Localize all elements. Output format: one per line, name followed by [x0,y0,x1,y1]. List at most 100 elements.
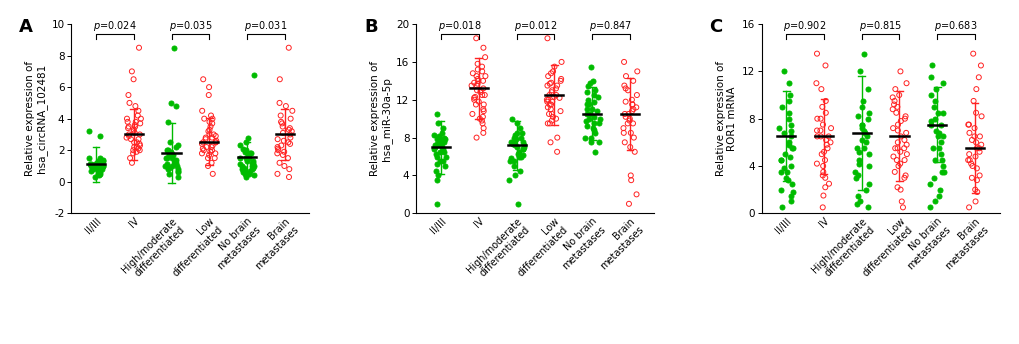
Point [231,143,248,148]
Point [553,59,570,65]
Point [622,130,638,136]
Point [543,111,559,117]
Point [271,100,287,106]
Point [959,122,975,127]
Point [89,160,105,165]
Point [474,114,490,120]
Point [475,108,491,114]
Point [781,98,797,104]
Point [274,121,290,126]
Point [501,159,518,164]
Point [246,72,262,77]
Point [542,80,558,85]
Point [539,105,555,110]
Point [963,137,979,143]
Point [126,122,143,128]
Point [160,166,176,172]
Point [428,141,444,147]
Point [850,114,866,119]
Point [428,201,444,206]
Point [430,173,446,178]
Point [163,100,179,106]
Point [970,149,986,154]
Point [771,187,788,192]
Point [887,86,903,92]
Point [860,110,876,116]
Point [280,127,297,132]
Point [471,116,487,121]
Point [130,146,147,151]
Point [195,146,211,151]
Point [898,80,914,86]
Point [435,125,451,131]
Point [972,63,988,68]
Point [582,140,598,145]
Point [434,146,450,152]
Point [779,178,795,183]
Point [129,113,146,118]
Point [586,114,602,120]
Point [782,199,798,204]
Point [429,111,445,117]
Point [542,107,558,112]
Point [960,151,976,157]
Point [93,133,109,139]
Point [584,107,600,112]
Point [923,63,940,68]
Point [208,133,224,139]
Point [84,163,100,169]
Point [169,174,185,180]
Point [814,205,830,210]
Point [783,134,799,139]
Point [514,130,530,136]
Point [282,135,299,140]
Point [578,118,594,123]
Point [925,104,942,110]
Point [552,78,569,84]
Point [473,118,489,123]
Point [892,187,908,192]
Point [234,170,251,175]
Point [120,132,137,137]
Point [808,128,824,133]
Point [578,123,594,129]
Point [586,92,602,98]
Point [132,116,149,121]
Point [812,134,828,139]
Point [127,103,144,109]
Point [851,199,867,204]
Text: C: C [708,18,721,36]
Point [477,54,493,60]
Point [896,157,912,163]
Point [781,142,797,148]
Point [507,121,524,126]
Point [121,100,138,106]
Point [816,184,833,190]
Point [281,166,298,172]
Point [435,159,451,164]
Point [130,108,147,114]
Point [130,45,147,51]
Point [896,175,912,181]
Text: $\it{p}$=0.031: $\it{p}$=0.031 [244,19,287,33]
Point [965,98,981,104]
Point [850,161,866,166]
Point [816,63,833,68]
Point [889,140,905,145]
Point [122,137,139,142]
Point [808,116,824,121]
Text: $\it{p}$=0.035: $\it{p}$=0.035 [168,19,212,33]
Point [161,171,177,176]
Point [427,142,443,148]
Point [624,102,640,107]
Point [818,146,835,151]
Point [961,157,977,163]
Point [90,171,106,176]
Point [621,118,637,123]
Point [470,78,486,84]
Point [236,171,253,176]
Point [589,94,605,100]
Point [933,110,950,116]
Point [126,144,143,150]
Point [205,132,221,137]
